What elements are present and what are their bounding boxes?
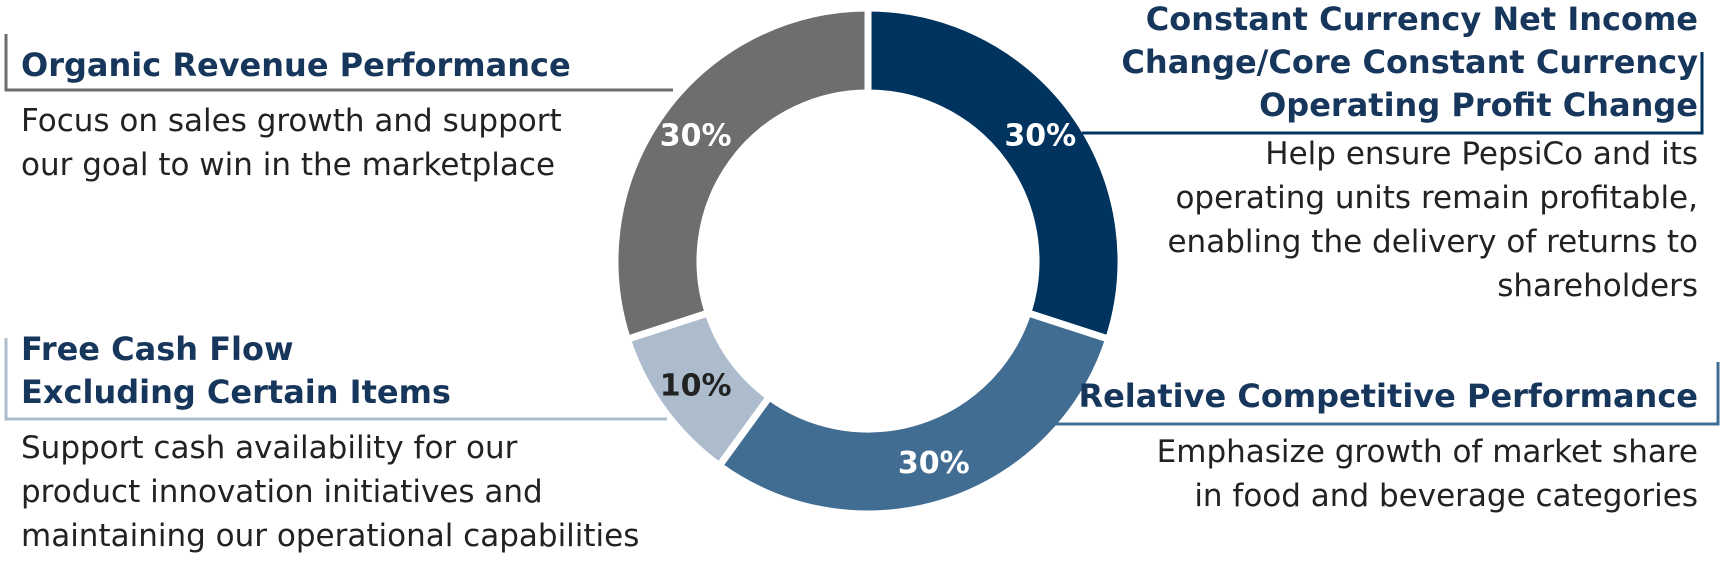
section-netincome: Constant Currency Net Income Change/Core… xyxy=(1121,0,1698,308)
section-fcf: Free Cash Flow Excluding Certain Items S… xyxy=(21,328,639,558)
donut-slice-label-2: 10% xyxy=(660,369,732,404)
section-rcp: Relative Competitive Performance Emphasi… xyxy=(1078,375,1698,518)
fcf-title-line: Free Cash Flow xyxy=(21,330,294,368)
organic-title: Organic Revenue Performance xyxy=(21,46,571,84)
netincome-title-line: Operating Profit Change xyxy=(1259,86,1698,124)
rcp-desc-line: Emphasize growth of market share xyxy=(1156,434,1698,470)
netincome-title-line: Constant Currency Net Income xyxy=(1145,0,1698,38)
rcp-desc: Emphasize growth of market share in food… xyxy=(1078,430,1698,518)
fcf-desc: Support cash availability for our produc… xyxy=(21,426,639,558)
netincome-title-line: Change/Core Constant Currency xyxy=(1121,43,1698,81)
netincome-desc-line: Help ensure PepsiCo and its xyxy=(1265,136,1698,172)
organic-desc-line: our goal to win in the marketplace xyxy=(21,147,556,183)
fcf-desc-line: maintaining our operational capabilities xyxy=(21,518,640,554)
donut-slice-label-3: 30% xyxy=(660,118,732,153)
donut-slice-label-0: 30% xyxy=(1004,118,1076,153)
donut-slice-0 xyxy=(864,4,1125,344)
section-organic: Organic Revenue Performance Focus on sal… xyxy=(21,44,571,187)
organic-desc: Focus on sales growth and support our go… xyxy=(21,99,571,187)
netincome-desc-line: enabling the delivery of returns to xyxy=(1167,224,1698,260)
organic-desc-line: Focus on sales growth and support xyxy=(21,103,562,139)
rcp-desc-line: in food and beverage categories xyxy=(1194,478,1698,514)
fcf-desc-line: product innovation initiatives and xyxy=(21,474,543,510)
fcf-title: Free Cash Flow Excluding Certain Items xyxy=(21,328,639,414)
rcp-title: Relative Competitive Performance xyxy=(1078,377,1698,415)
netincome-title: Constant Currency Net Income Change/Core… xyxy=(1121,0,1698,127)
donut-slice-1 xyxy=(714,308,1114,518)
fcf-title-line: Excluding Certain Items xyxy=(21,373,451,411)
donut-slice-3 xyxy=(611,4,872,344)
netincome-desc: Help ensure PepsiCo and its operating un… xyxy=(1121,132,1698,308)
fcf-desc-line: Support cash availability for our xyxy=(21,430,518,466)
donut-slice-label-1: 30% xyxy=(898,446,970,481)
netincome-desc-line: shareholders xyxy=(1497,268,1698,304)
netincome-desc-line: operating units remain profitable, xyxy=(1175,180,1698,216)
